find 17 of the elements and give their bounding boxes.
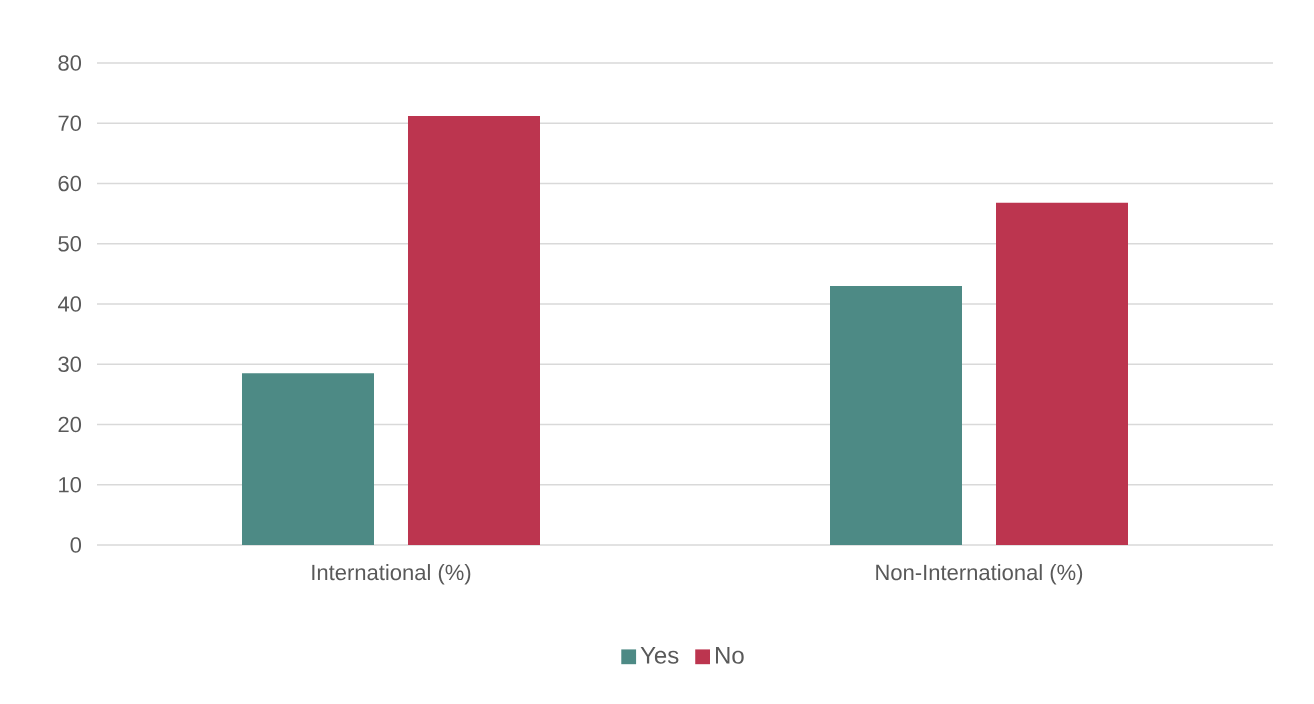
y-tick-label: 20	[58, 416, 82, 433]
legend-label: No	[716, 647, 744, 664]
bar	[408, 116, 540, 545]
y-tick-label: 40	[57, 296, 82, 312]
y-tick-label: 60	[58, 175, 82, 192]
bar	[242, 373, 374, 545]
x-tick-label: Non-International (%)	[876, 564, 1083, 585]
y-tick-label: 80	[58, 55, 82, 71]
y-tick-label: 0	[70, 537, 82, 553]
bar	[996, 202, 1128, 545]
y-tick-label: 50	[58, 235, 82, 252]
x-tick-label: International (%)	[312, 564, 471, 585]
y-tick-label: 70	[58, 115, 82, 132]
bar	[830, 285, 962, 545]
y-tick-label: 10	[59, 476, 82, 493]
legend-label: Yes	[640, 647, 679, 664]
y-tick-label: 30	[58, 356, 82, 373]
